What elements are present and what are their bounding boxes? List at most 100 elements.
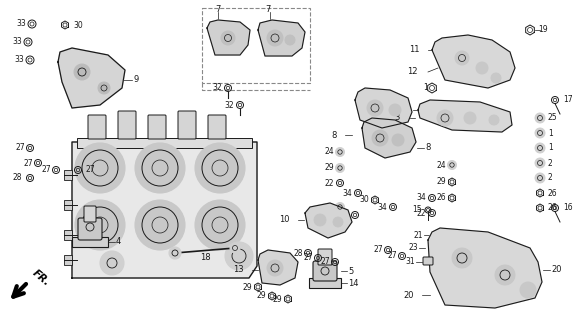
Text: 11: 11: [410, 45, 420, 54]
FancyBboxPatch shape: [118, 111, 136, 139]
Text: 23: 23: [408, 244, 418, 252]
Text: 24: 24: [324, 148, 334, 156]
Text: 27: 27: [304, 253, 313, 262]
Text: 29: 29: [436, 178, 446, 187]
Text: 32: 32: [212, 84, 222, 92]
Circle shape: [336, 203, 345, 212]
Circle shape: [225, 242, 253, 270]
Text: 4: 4: [116, 237, 121, 246]
Text: 30: 30: [359, 196, 369, 204]
Text: 24: 24: [436, 161, 446, 170]
Text: 21: 21: [414, 230, 423, 239]
Circle shape: [100, 251, 124, 275]
Text: 16: 16: [563, 204, 573, 212]
Text: 29: 29: [242, 283, 252, 292]
Text: 33: 33: [16, 20, 26, 28]
FancyBboxPatch shape: [64, 200, 72, 210]
Circle shape: [267, 260, 283, 276]
Circle shape: [535, 173, 545, 183]
Text: 3: 3: [395, 114, 400, 123]
Text: 15: 15: [412, 205, 422, 214]
Polygon shape: [58, 48, 125, 108]
Text: 8: 8: [425, 143, 431, 153]
Circle shape: [230, 243, 240, 253]
Text: 28: 28: [294, 249, 303, 258]
Text: 26: 26: [548, 188, 558, 197]
Circle shape: [535, 143, 545, 153]
FancyBboxPatch shape: [313, 261, 337, 281]
Circle shape: [135, 143, 185, 193]
Text: 2: 2: [548, 158, 553, 167]
Circle shape: [221, 31, 235, 45]
Text: 7: 7: [215, 5, 221, 14]
Text: 1: 1: [424, 84, 428, 92]
FancyBboxPatch shape: [77, 138, 252, 148]
Circle shape: [392, 134, 404, 146]
Text: 29: 29: [273, 294, 282, 303]
Circle shape: [333, 217, 343, 227]
Text: 34: 34: [417, 194, 426, 203]
FancyBboxPatch shape: [423, 257, 433, 265]
Circle shape: [520, 282, 536, 298]
Text: 25: 25: [548, 114, 558, 123]
Circle shape: [489, 115, 499, 125]
Text: 20: 20: [551, 266, 562, 275]
Text: 33: 33: [12, 37, 22, 46]
Text: 26: 26: [548, 204, 558, 212]
FancyBboxPatch shape: [88, 115, 106, 139]
Text: 33: 33: [14, 55, 24, 65]
Circle shape: [195, 143, 245, 193]
Text: 9: 9: [133, 76, 138, 84]
Polygon shape: [72, 142, 257, 278]
Text: 2: 2: [548, 173, 553, 182]
Text: 22: 22: [417, 209, 426, 218]
Circle shape: [75, 143, 125, 193]
Text: 1: 1: [548, 129, 553, 138]
Text: 8: 8: [332, 131, 337, 140]
Polygon shape: [428, 228, 542, 308]
Circle shape: [267, 30, 283, 46]
Circle shape: [98, 82, 110, 94]
Circle shape: [495, 265, 515, 285]
Text: 29: 29: [256, 292, 266, 300]
Text: 27: 27: [85, 165, 95, 174]
Text: 6: 6: [421, 106, 426, 115]
Text: 26: 26: [436, 194, 446, 203]
Circle shape: [452, 248, 472, 268]
Text: 27: 27: [15, 143, 25, 153]
FancyBboxPatch shape: [309, 278, 341, 288]
Circle shape: [491, 73, 501, 83]
Circle shape: [476, 62, 488, 74]
FancyBboxPatch shape: [72, 237, 108, 247]
Text: 29: 29: [324, 164, 334, 172]
Polygon shape: [305, 203, 352, 238]
Text: 14: 14: [348, 278, 359, 287]
FancyBboxPatch shape: [64, 170, 72, 180]
Text: 34: 34: [342, 188, 352, 197]
Text: 10: 10: [280, 215, 290, 225]
FancyBboxPatch shape: [64, 255, 72, 265]
FancyBboxPatch shape: [64, 230, 72, 240]
FancyBboxPatch shape: [84, 206, 96, 222]
Text: 27: 27: [387, 252, 397, 260]
Circle shape: [195, 200, 245, 250]
Bar: [202, 8, 310, 83]
Text: 34: 34: [377, 203, 387, 212]
Text: 12: 12: [408, 68, 418, 76]
Text: 7: 7: [265, 5, 270, 14]
Text: FR.: FR.: [30, 268, 51, 288]
Circle shape: [437, 110, 453, 126]
Polygon shape: [355, 88, 412, 128]
FancyBboxPatch shape: [78, 218, 102, 240]
Circle shape: [169, 247, 181, 259]
Circle shape: [135, 200, 185, 250]
FancyBboxPatch shape: [178, 111, 196, 139]
Text: 22: 22: [325, 179, 334, 188]
Text: 27: 27: [321, 258, 330, 267]
Circle shape: [75, 200, 125, 250]
Text: 27: 27: [23, 158, 33, 167]
FancyBboxPatch shape: [208, 115, 226, 139]
Text: 17: 17: [563, 95, 573, 105]
Polygon shape: [207, 20, 250, 55]
Text: 32: 32: [225, 100, 234, 109]
